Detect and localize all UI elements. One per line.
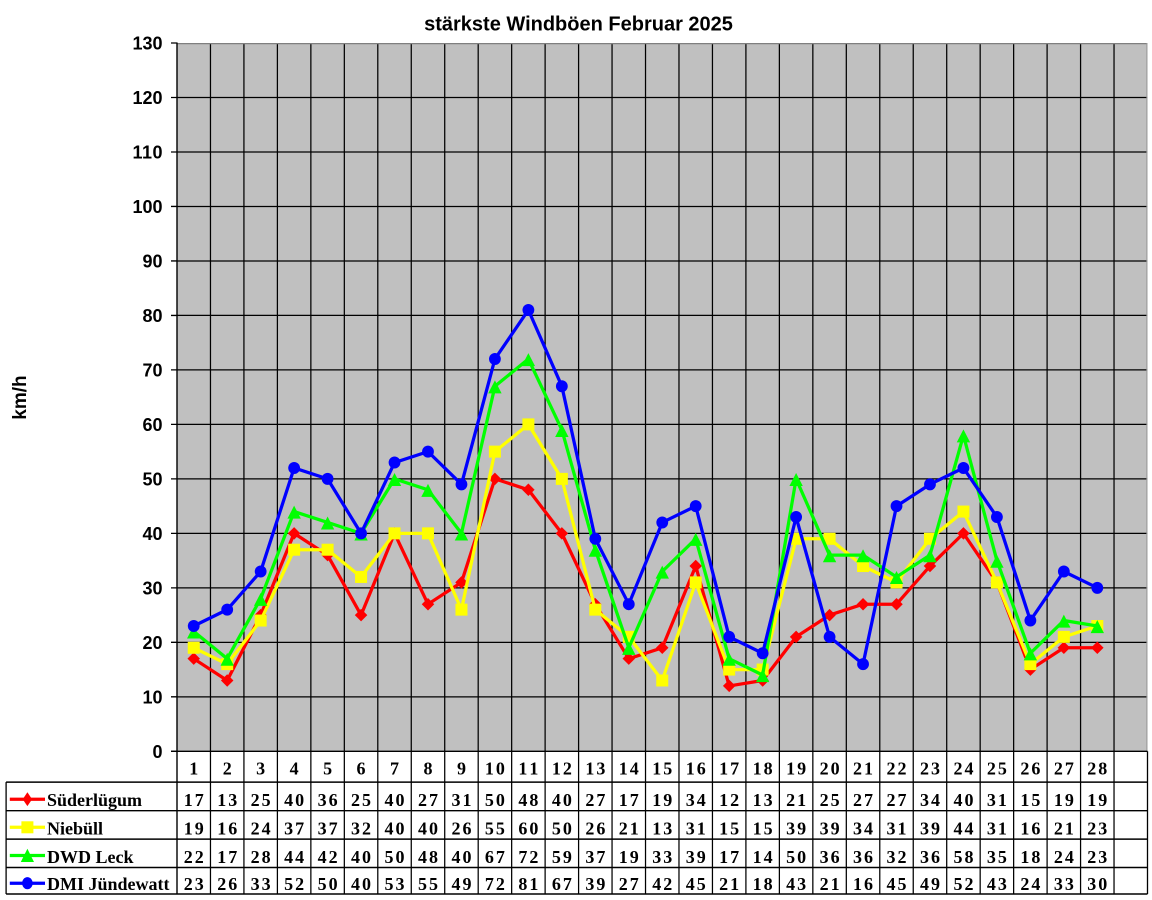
svg-text:30: 30 [143, 578, 163, 598]
svg-text:60: 60 [143, 415, 163, 435]
svg-text:90: 90 [143, 252, 163, 272]
svg-text:20: 20 [143, 633, 163, 653]
svg-text:km/h: km/h [10, 375, 31, 419]
svg-text:5: 5 [323, 758, 332, 778]
svg-text:100: 100 [133, 197, 163, 217]
svg-text:10: 10 [143, 687, 163, 707]
svg-text:0: 0 [152, 742, 162, 762]
svg-text:4: 4 [290, 758, 299, 778]
svg-text:DWD Leck: DWD Leck [47, 847, 134, 867]
svg-text:1: 1 [189, 758, 198, 778]
svg-text:stärkste Windböen Februar 2025: stärkste Windböen Februar 2025 [424, 13, 733, 35]
svg-text:130: 130 [133, 34, 163, 54]
svg-text:50: 50 [143, 469, 163, 489]
svg-text:3: 3 [256, 758, 265, 778]
svg-text:7: 7 [390, 758, 399, 778]
svg-text:DMI Jündewatt: DMI Jündewatt [47, 874, 170, 894]
svg-text:8: 8 [423, 758, 432, 778]
svg-text:6: 6 [357, 758, 366, 778]
svg-text:70: 70 [143, 361, 163, 381]
svg-text:80: 80 [143, 306, 163, 326]
svg-text:40: 40 [143, 524, 163, 544]
svg-text:2: 2 [223, 758, 232, 778]
svg-text:9: 9 [457, 758, 466, 778]
svg-text:Niebüll: Niebüll [47, 818, 103, 838]
svg-text:Süderlügum: Süderlügum [47, 790, 142, 810]
svg-text:120: 120 [133, 88, 163, 108]
svg-text:110: 110 [133, 143, 163, 163]
